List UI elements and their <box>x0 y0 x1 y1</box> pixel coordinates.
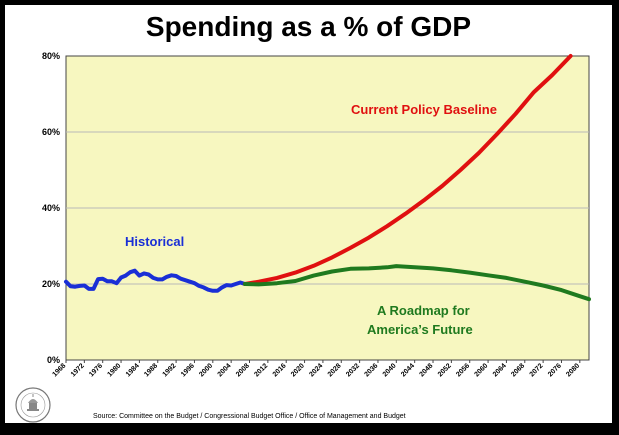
x-tick-label: 2016 <box>272 362 288 378</box>
series-lines <box>64 54 591 302</box>
series-historical <box>64 268 247 293</box>
x-tick-label: 2072 <box>529 362 545 378</box>
x-tick-label: 2076 <box>547 362 563 378</box>
budget-committee-seal <box>15 387 51 423</box>
x-tick-label: 2068 <box>510 362 526 378</box>
x-tick-label: 2028 <box>327 362 343 378</box>
x-tick-label: 2020 <box>290 362 306 378</box>
chart-title: Spending as a % of GDP <box>145 11 472 42</box>
annotation-roadmap-line2: America’s Future <box>367 322 473 337</box>
x-tick-label: 2004 <box>217 362 233 378</box>
x-tick-label: 2036 <box>363 362 379 378</box>
x-tick-label: 2064 <box>492 362 508 378</box>
y-tick-label: 60% <box>42 127 60 137</box>
x-tick-label: 1988 <box>143 362 159 378</box>
x-tick-label: 1984 <box>125 362 141 378</box>
y-tick-label: 20% <box>42 279 60 289</box>
x-tick-label: 2040 <box>382 362 398 378</box>
x-tick-label: 1976 <box>88 362 104 378</box>
annotation-roadmap-line1: A Roadmap for <box>377 303 470 318</box>
annotation-baseline: Current Policy Baseline <box>351 102 497 117</box>
x-tick-label: 2008 <box>235 362 251 378</box>
slide: Spending as a % of GDP 0% 20% 40% 60% 80% 19… <box>5 5 612 423</box>
series-roadmap <box>242 264 591 302</box>
annotation-historical: Historical <box>125 234 184 249</box>
x-tick-label: 2080 <box>565 362 581 378</box>
y-tick-label: 40% <box>42 203 60 213</box>
y-tick-label: 0% <box>47 355 60 365</box>
x-tick-label: 1992 <box>162 362 178 378</box>
x-tick-label: 2000 <box>198 362 214 378</box>
x-tick-label: 2032 <box>345 362 361 378</box>
x-tick-label: 2044 <box>400 362 416 378</box>
source-note: Source: Committee on the Budget / Congre… <box>93 413 406 420</box>
grid-lines <box>66 131 589 285</box>
series-current-policy-baseline <box>242 54 573 286</box>
x-tick-label: 1972 <box>70 362 86 378</box>
x-tick-label: 2052 <box>437 362 453 378</box>
x-tick-label: 2060 <box>474 362 490 378</box>
x-tick-label: 2012 <box>253 362 269 378</box>
x-tick-label: 1996 <box>180 362 196 378</box>
chart: 0% 20% 40% 60% 80% 1968 1972 1976 1980 1984 1988 1… <box>42 51 591 378</box>
x-axis-ticks: 1968 1972 1976 1980 1984 1988 1992 1996 2000 2004… <box>51 360 581 378</box>
x-tick-label: 1980 <box>107 362 123 378</box>
x-tick-label: 2024 <box>308 362 324 378</box>
x-tick-label: 2056 <box>455 362 471 378</box>
x-tick-label: 2048 <box>418 362 434 378</box>
y-tick-label: 80% <box>42 51 60 61</box>
y-axis-ticks: 0% 20% 40% 60% 80% <box>42 51 60 365</box>
